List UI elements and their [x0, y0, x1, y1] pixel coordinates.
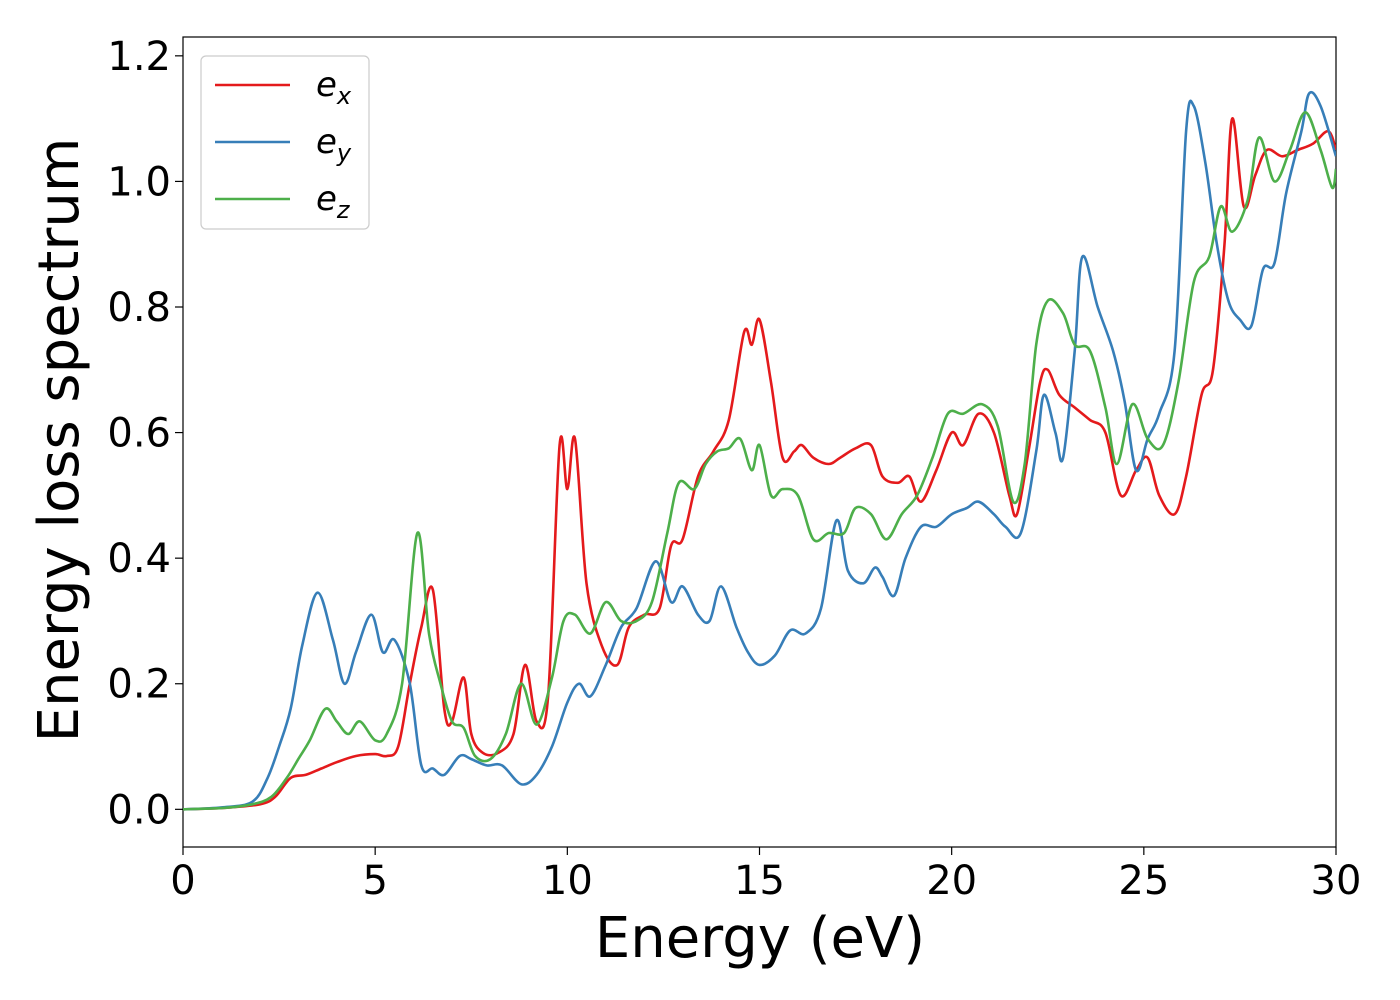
x-axis-ticks: 0 5 10 15 20 25 30 — [170, 847, 1361, 904]
y-tick-label: 0.4 — [107, 536, 171, 582]
legend-label: ex — [316, 65, 352, 110]
x-tick-label: 30 — [1311, 858, 1362, 904]
y-tick-label: 0.8 — [107, 285, 171, 331]
x-axis-label: Energy (eV) — [595, 906, 925, 971]
y-axis-ticks: 0.0 0.2 0.4 0.6 0.8 1.0 1.2 — [107, 34, 183, 833]
x-tick-label: 25 — [1118, 858, 1169, 904]
y-tick-label: 0.6 — [107, 411, 171, 457]
y-tick-label: 0.0 — [107, 787, 171, 833]
series-line-e-y — [183, 90, 1336, 811]
x-tick-label: 15 — [734, 858, 785, 904]
x-tick-label: 20 — [926, 858, 977, 904]
legend: ex ey ez — [200, 55, 370, 230]
y-tick-label: 0.2 — [107, 662, 171, 708]
y-axis-label: Energy loss spectrum — [27, 138, 92, 743]
legend-label: ez — [316, 179, 351, 224]
series-line-e-z — [183, 111, 1336, 811]
legend-label: ey — [316, 122, 352, 167]
series-layer — [183, 90, 1336, 811]
y-tick-label: 1.2 — [107, 34, 171, 80]
x-tick-label: 0 — [170, 858, 195, 904]
y-tick-label: 1.0 — [107, 159, 171, 205]
x-tick-label: 10 — [542, 858, 593, 904]
x-tick-label: 5 — [362, 858, 387, 904]
